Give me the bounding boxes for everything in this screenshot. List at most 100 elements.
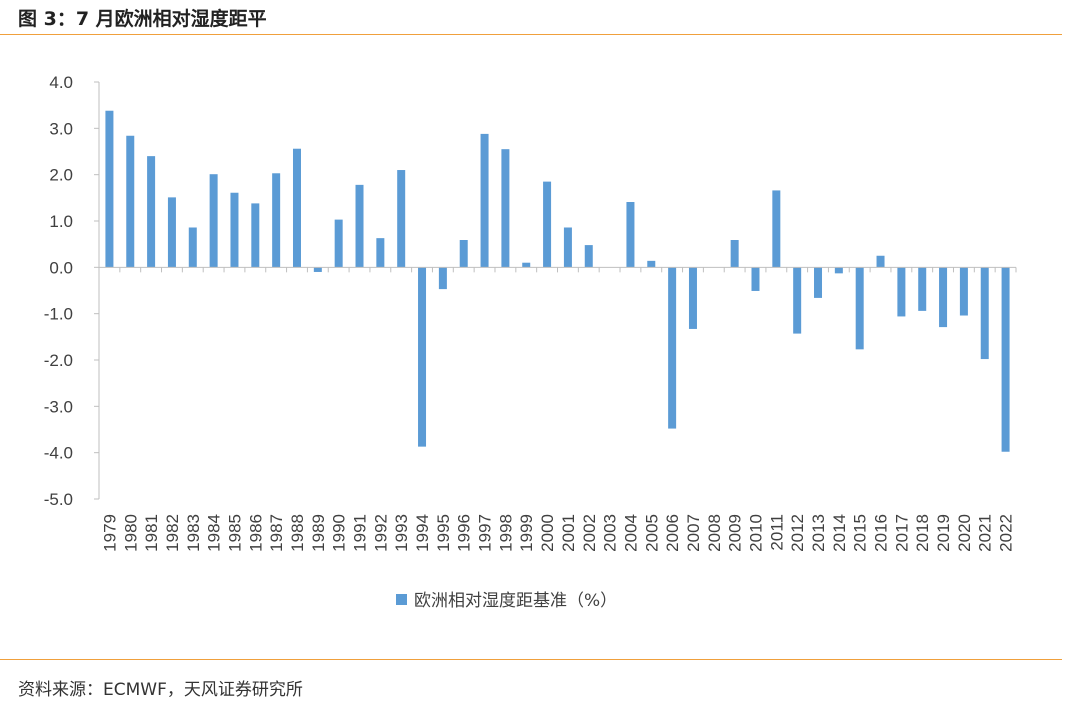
bar-1986 xyxy=(251,203,260,268)
y-tick-label: -4.0 xyxy=(44,444,73,463)
x-tick-label: 1986 xyxy=(246,514,265,552)
legend-swatch xyxy=(396,594,407,605)
bar-1980 xyxy=(126,135,135,268)
bar-1979 xyxy=(105,110,114,268)
bar-1982 xyxy=(167,197,176,268)
x-tick-label: 1990 xyxy=(330,514,349,552)
y-tick-label: 4.0 xyxy=(49,73,73,92)
bar-2022 xyxy=(1001,267,1010,452)
bottom-rule xyxy=(0,659,1062,660)
bar-2014 xyxy=(834,267,843,274)
bar-2017 xyxy=(897,267,906,317)
figure-title: 图 3：7 月欧洲相对湿度距平 xyxy=(18,8,267,30)
x-tick-label: 1984 xyxy=(205,514,224,552)
x-tick-label: 1997 xyxy=(476,514,495,552)
legend-label: 欧洲相对湿度距基准（%） xyxy=(414,591,617,611)
x-tick-label: 1998 xyxy=(496,514,515,552)
bar-2004 xyxy=(626,202,635,268)
x-tick-label: 2003 xyxy=(601,514,620,552)
bar-1999 xyxy=(522,262,531,268)
bar-1981 xyxy=(147,156,156,268)
y-tick-label: -1.0 xyxy=(44,305,73,324)
x-tick-label: 1996 xyxy=(455,514,474,552)
top-rule xyxy=(0,34,1062,35)
bar-1996 xyxy=(459,240,468,268)
bar-2010 xyxy=(751,267,760,291)
x-tick-label: 2007 xyxy=(684,514,703,552)
x-tick-label: 2008 xyxy=(705,514,724,552)
bar-2019 xyxy=(939,267,948,328)
x-tick-label: 1983 xyxy=(184,514,203,552)
bar-1989 xyxy=(313,267,322,272)
bar-1985 xyxy=(230,192,239,268)
y-tick-label: -3.0 xyxy=(44,397,73,416)
x-tick-label: 1987 xyxy=(267,514,286,552)
bar-1988 xyxy=(292,148,301,268)
x-tick-label: 1991 xyxy=(351,514,370,552)
bar-2011 xyxy=(772,190,781,268)
x-tick-label: 2020 xyxy=(955,514,974,552)
bar-2009 xyxy=(730,240,739,268)
x-tick-label: 1989 xyxy=(309,514,328,552)
x-tick-label: 2017 xyxy=(892,514,911,552)
x-tick-label: 2002 xyxy=(580,514,599,552)
bar-1993 xyxy=(397,170,406,268)
y-tick-label: -5.0 xyxy=(44,490,73,509)
bar-2021 xyxy=(980,267,989,360)
bar-2000 xyxy=(543,181,552,268)
y-tick-label: 2.0 xyxy=(49,166,73,185)
x-tick-label: 2000 xyxy=(538,514,557,552)
bar-1995 xyxy=(438,267,447,290)
y-tick-label: 0.0 xyxy=(49,258,73,277)
x-tick-label: 1981 xyxy=(142,514,161,552)
bar-1991 xyxy=(355,184,364,268)
x-tick-label: 1982 xyxy=(163,514,182,552)
x-tick-label: 2013 xyxy=(809,514,828,552)
x-tick-label: 2005 xyxy=(642,514,661,552)
bar-2018 xyxy=(918,267,927,311)
x-tick-label: 2018 xyxy=(913,514,932,552)
bar-1984 xyxy=(209,174,218,268)
x-tick-label: 2006 xyxy=(663,514,682,552)
x-tick-label: 2019 xyxy=(934,514,953,552)
x-tick-label: 2001 xyxy=(559,514,578,552)
x-tick-label: 2014 xyxy=(830,514,849,552)
x-tick-label: 1988 xyxy=(288,514,307,552)
x-tick-label: 2015 xyxy=(851,514,870,552)
bar-2007 xyxy=(688,267,697,329)
legend: 欧洲相对湿度距基准（%） xyxy=(396,591,617,611)
x-tick-label: 2009 xyxy=(726,514,745,552)
bar-2006 xyxy=(668,267,677,429)
x-tick-label: 2004 xyxy=(621,514,640,552)
x-tick-label: 1995 xyxy=(434,514,453,552)
bar-1994 xyxy=(418,267,427,447)
x-tick-label: 1992 xyxy=(371,514,390,552)
x-tick-label: 2011 xyxy=(767,514,786,551)
x-tick-label: 2022 xyxy=(997,514,1016,552)
bar-2001 xyxy=(563,227,572,268)
bar-2005 xyxy=(647,260,656,268)
bar-1983 xyxy=(188,227,197,268)
x-tick-label: 1994 xyxy=(413,514,432,552)
bar-2002 xyxy=(584,245,593,268)
x-tick-label: 2012 xyxy=(788,514,807,552)
x-tick-label: 1999 xyxy=(517,514,536,552)
x-tick-label: 2021 xyxy=(976,514,995,552)
y-tick-label: 1.0 xyxy=(49,212,73,231)
bar-2020 xyxy=(959,267,968,316)
source-note: 资料来源：ECMWF，天风证券研究所 xyxy=(18,680,303,700)
x-tick-label: 1985 xyxy=(225,514,244,552)
bar-1990 xyxy=(334,219,343,268)
x-tick-label: 1979 xyxy=(100,514,119,552)
bar-2016 xyxy=(876,255,885,268)
bar-2012 xyxy=(793,267,802,334)
bar-1987 xyxy=(272,173,281,268)
bar-1992 xyxy=(376,238,385,268)
bar-1997 xyxy=(480,133,489,268)
y-tick-label: -2.0 xyxy=(44,351,73,370)
x-tick-label: 2016 xyxy=(872,514,891,552)
bar-2013 xyxy=(814,267,823,298)
bar-series xyxy=(105,110,1010,452)
x-tick-label: 1980 xyxy=(121,514,140,552)
